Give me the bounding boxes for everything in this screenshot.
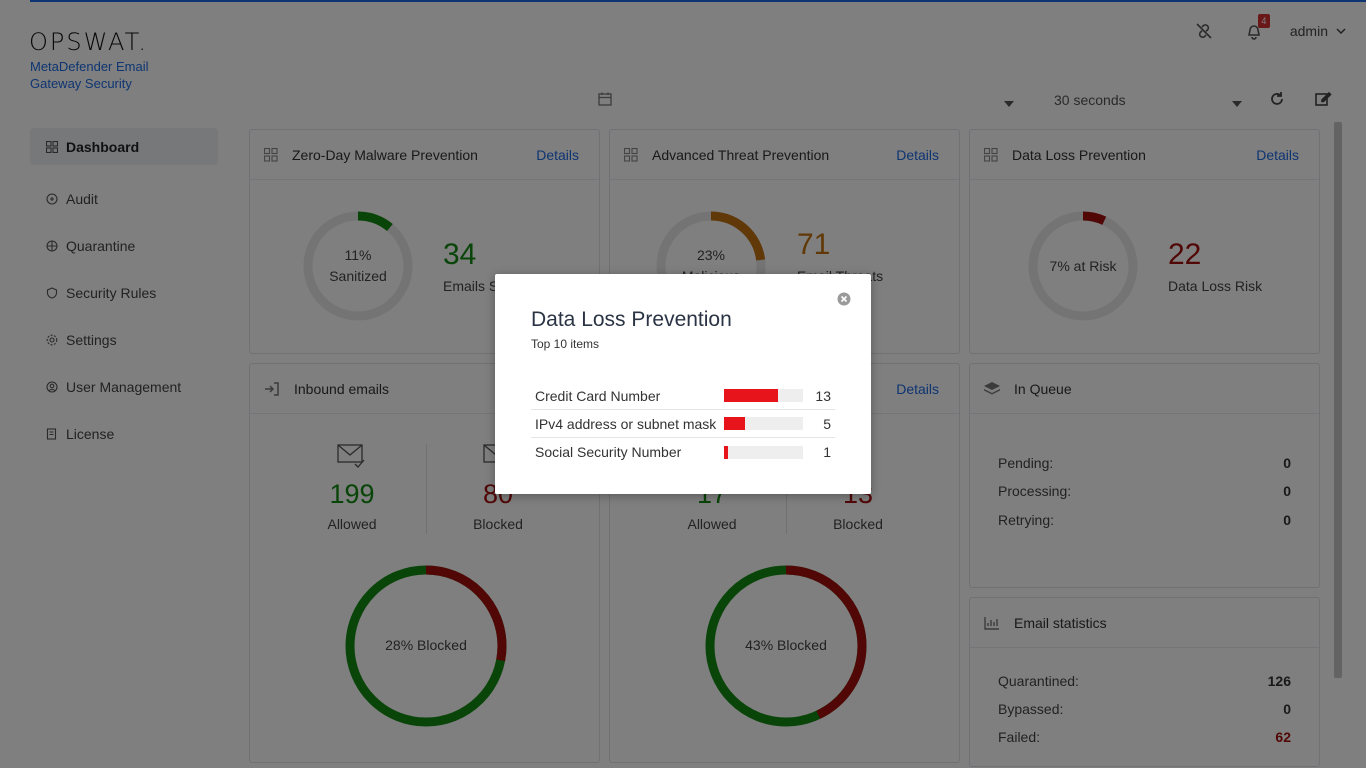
dlp-item-label: Credit Card Number [535,387,661,404]
dlp-item-count: 1 [823,444,831,460]
dlp-item-label: Social Security Number [535,444,682,460]
dlp-details-modal: Data Loss Prevention Top 10 items Credit… [495,274,871,494]
dlp-items-table: Credit Card Number 13 IPv4 address or subn… [531,382,835,466]
dlp-item-bar [724,417,803,430]
dlp-item-bar [724,389,803,402]
table-row: Social Security Number 1 [531,438,835,466]
dlp-item-count: 5 [823,415,831,432]
modal-title: Data Loss Prevention [531,308,732,331]
modal-subtitle: Top 10 items [531,337,600,351]
dlp-item-label: IPv4 address or subnet mask [535,415,717,432]
dlp-item-bar-fill [724,389,779,402]
close-icon[interactable] [837,292,851,311]
table-row: Credit Card Number 13 [531,382,835,410]
dlp-item-bar-fill [724,417,745,430]
dlp-item-bar [724,445,803,459]
dlp-item-count: 13 [815,387,831,404]
table-row: IPv4 address or subnet mask 5 [531,410,835,438]
dlp-item-bar-fill [724,445,729,459]
